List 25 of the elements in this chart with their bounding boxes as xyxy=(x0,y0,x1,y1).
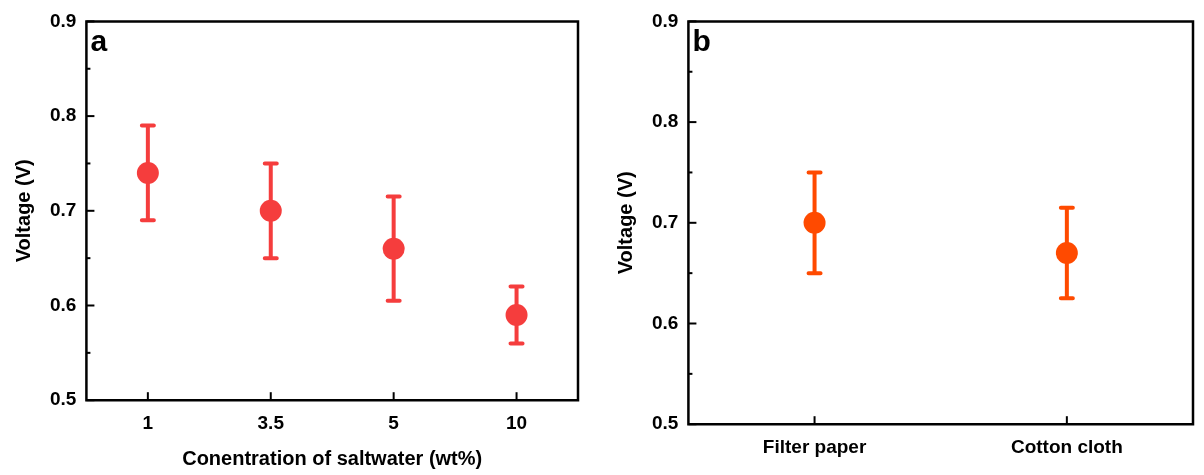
y-tick-label: 0.5 xyxy=(49,388,77,410)
y-tick-label: 0.5 xyxy=(651,412,679,434)
x-tick-label: 10 xyxy=(505,411,528,433)
y-tick-label: 0.7 xyxy=(651,211,679,233)
annotation: a xyxy=(90,23,108,57)
x-tick-label: Cotton cloth xyxy=(1010,435,1123,457)
y-tick-label: 0.6 xyxy=(49,293,77,315)
y-axis-title: Voltage (V) xyxy=(11,159,34,263)
x-axis-title: Conentration of saltwater (wt%) xyxy=(182,446,483,469)
x-tick-label: Filter paper xyxy=(762,435,867,457)
point xyxy=(259,199,282,222)
y-tick-label: 0.7 xyxy=(49,199,77,221)
point xyxy=(505,303,528,326)
x-tick-label: 1 xyxy=(142,411,154,433)
x-tick-label: 3.5 xyxy=(257,411,285,433)
point xyxy=(136,161,159,184)
y-tick-label: 0.8 xyxy=(49,104,77,126)
y-tick-label: 0.6 xyxy=(651,311,679,333)
x-tick-label: 5 xyxy=(388,411,400,433)
y-tick-label: 0.8 xyxy=(651,110,679,132)
y-tick-label: 0.9 xyxy=(49,9,77,31)
y-tick-label: 0.9 xyxy=(651,9,679,31)
annotation: b xyxy=(692,23,711,57)
point xyxy=(382,237,405,260)
y-axis-title: Voltage (V) xyxy=(613,171,636,275)
